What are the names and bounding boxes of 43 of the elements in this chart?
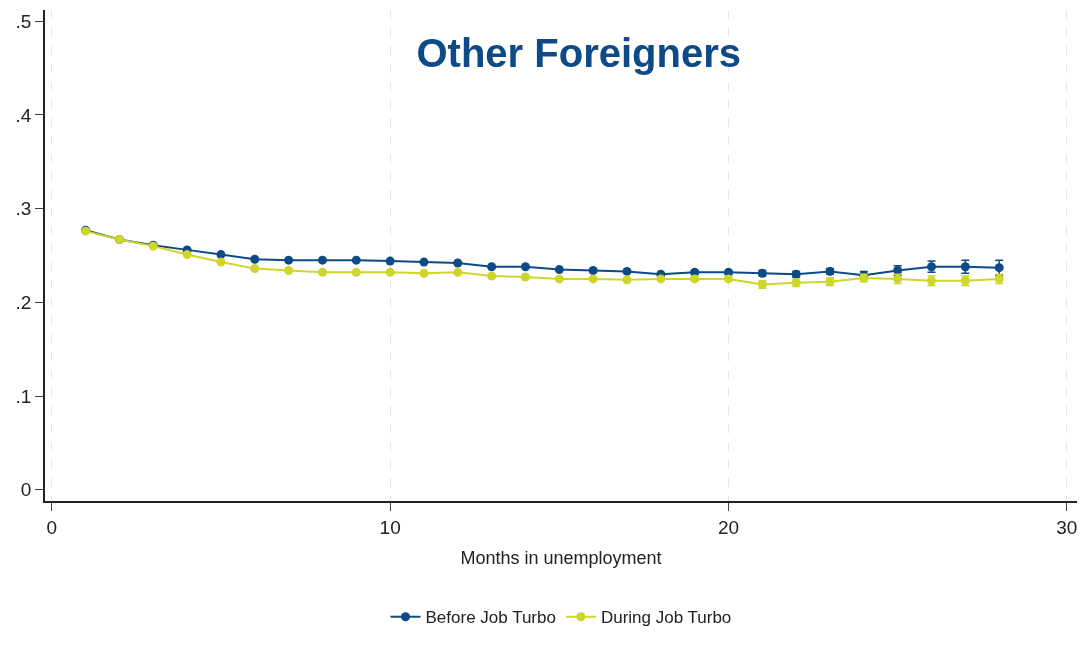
legend-label: During Job Turbo xyxy=(600,608,732,628)
x-axis-title: Months in unemployment xyxy=(460,548,662,569)
point xyxy=(284,265,294,275)
point xyxy=(453,267,463,277)
x-tick-label: 30 xyxy=(1056,516,1078,538)
y-tick-label: .3 xyxy=(15,198,32,220)
y-tick-label: .2 xyxy=(15,292,32,313)
y-tick-label: .4 xyxy=(15,104,32,126)
point xyxy=(994,263,1004,273)
point xyxy=(216,257,226,267)
point xyxy=(317,267,327,277)
point xyxy=(520,262,530,272)
point xyxy=(385,267,395,277)
point xyxy=(250,264,260,274)
legend-label: Before Job Turbo xyxy=(425,608,556,628)
y-tick-label: .1 xyxy=(15,385,32,407)
point xyxy=(554,265,564,275)
y-tick-label: 0 xyxy=(20,479,32,501)
x-tick-label: 10 xyxy=(379,516,401,538)
point xyxy=(588,265,598,275)
point xyxy=(419,268,429,278)
point xyxy=(216,250,226,260)
point xyxy=(520,272,530,282)
point xyxy=(453,258,463,268)
point xyxy=(351,267,361,277)
point xyxy=(250,254,260,264)
point xyxy=(588,274,598,284)
point xyxy=(284,255,294,265)
point xyxy=(487,262,497,272)
y-tick-label: .5 xyxy=(15,10,32,32)
point xyxy=(419,257,429,267)
point xyxy=(385,256,395,266)
text: Other Foreigners xyxy=(416,30,742,75)
point xyxy=(317,255,327,265)
point xyxy=(656,274,666,284)
point xyxy=(554,274,564,284)
point xyxy=(622,266,632,276)
point xyxy=(487,271,497,281)
point xyxy=(351,255,361,265)
x-tick-label: 0 xyxy=(46,516,58,538)
x-tick-label: 20 xyxy=(717,516,740,538)
point xyxy=(622,275,632,285)
point xyxy=(182,250,192,260)
